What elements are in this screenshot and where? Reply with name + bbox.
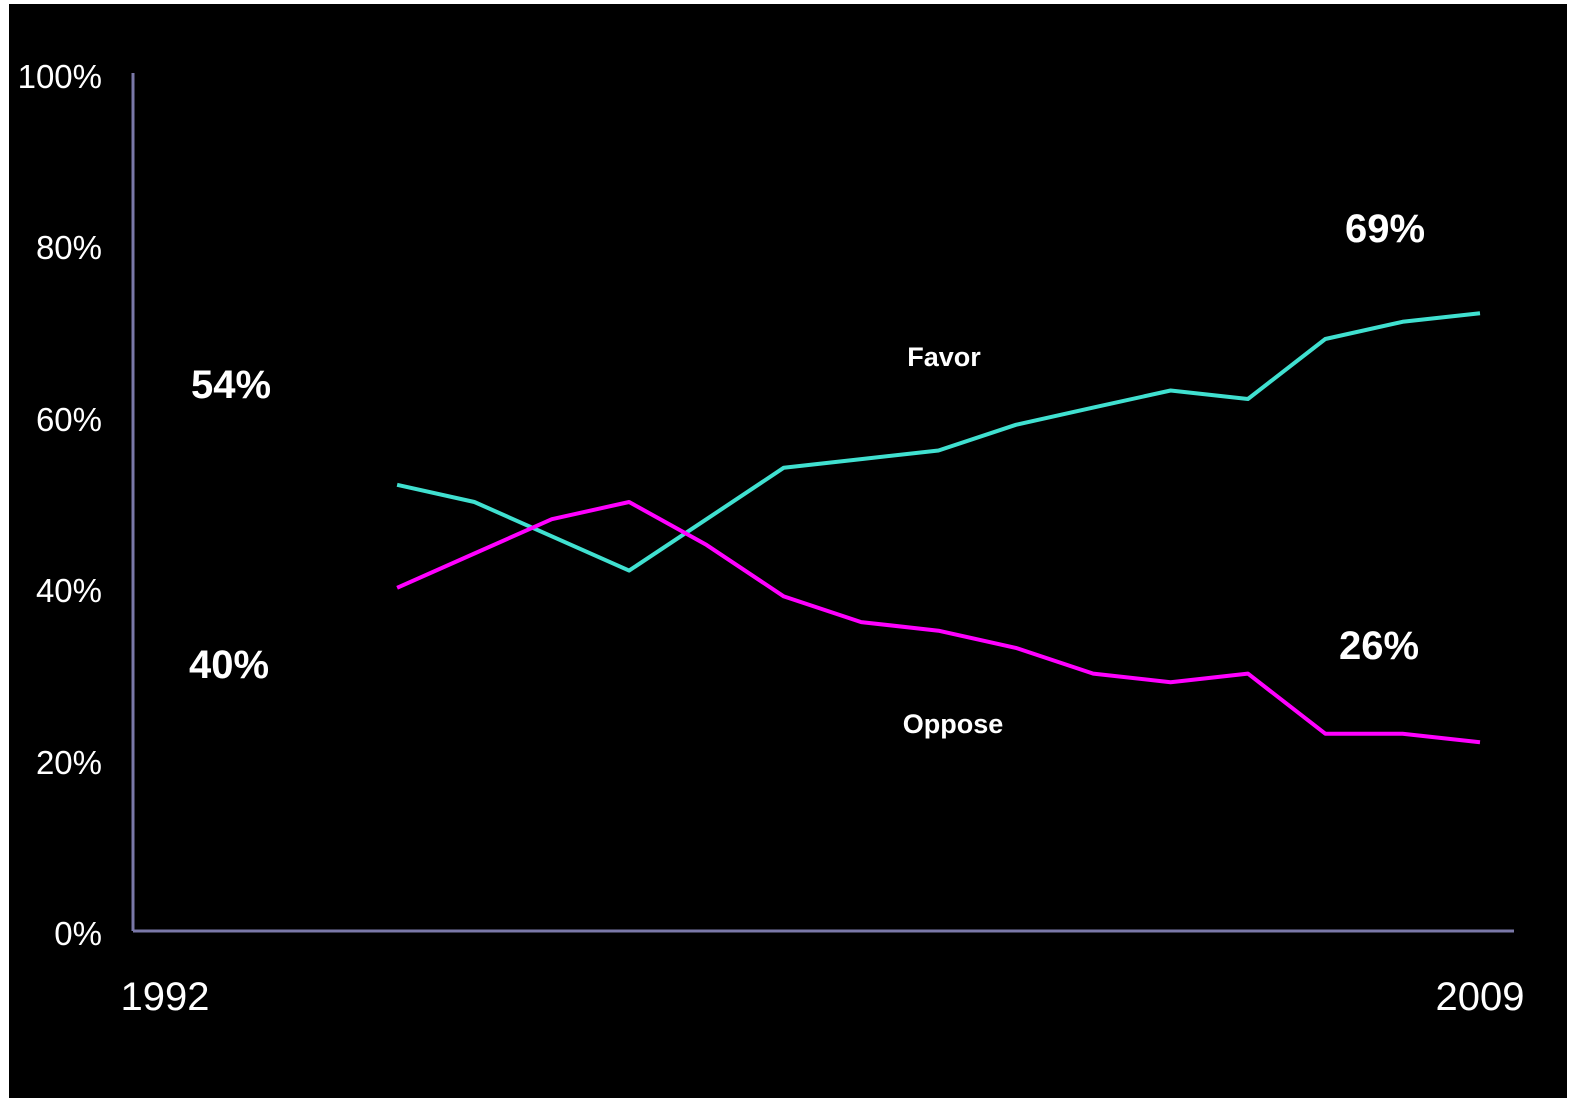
- annotation-oppose-start: 40%: [189, 643, 269, 687]
- x-tick-label-start: 1992: [121, 975, 210, 1019]
- y-tick-label-20: 20%: [36, 744, 102, 781]
- y-tick-label-40: 40%: [36, 572, 102, 609]
- y-tick-labels: 0% 20% 40% 60% 80% 100%: [18, 58, 102, 952]
- y-tick-label-80: 80%: [36, 229, 102, 266]
- x-tick-label-end: 2009: [1436, 975, 1525, 1019]
- y-tick-label-100: 100%: [18, 58, 102, 95]
- y-tick-label-0: 0%: [54, 915, 102, 952]
- annotation-favor-start: 54%: [191, 363, 271, 407]
- y-tick-label-60: 60%: [36, 401, 102, 438]
- series-label-favor: Favor: [907, 342, 981, 372]
- series-label-oppose: Oppose: [903, 709, 1004, 739]
- slide-background: [9, 4, 1567, 1098]
- series-line-favor: [396, 311, 1481, 573]
- annotation-oppose-end: 26%: [1339, 624, 1419, 668]
- series-line-oppose: [396, 500, 1481, 745]
- annotation-favor-end: 69%: [1345, 207, 1425, 251]
